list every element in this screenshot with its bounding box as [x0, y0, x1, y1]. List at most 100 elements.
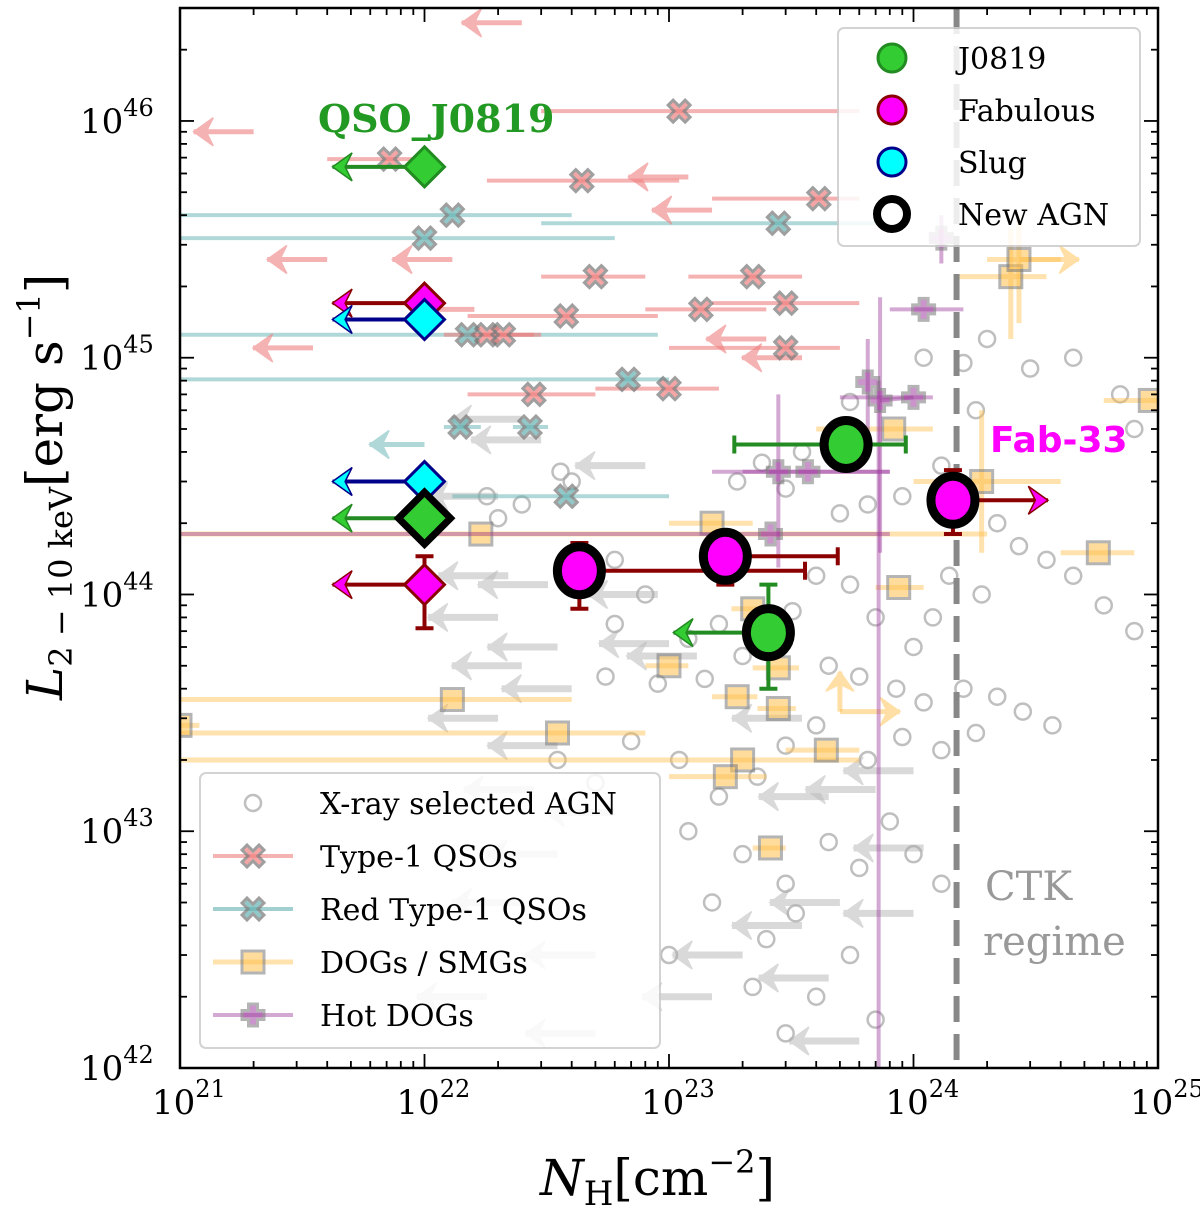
- arrow-head: [331, 503, 353, 533]
- legend-marker-j0819: [876, 42, 908, 74]
- xray-agn-point: [972, 585, 991, 604]
- xray-agn-point: [709, 614, 729, 634]
- xray-agn-point: [904, 637, 923, 657]
- xray-agn-point: [596, 667, 615, 686]
- arrow-head: [331, 304, 353, 335]
- type1-limit-arrow: [460, 8, 522, 38]
- x-tick-label: 1023: [641, 1075, 715, 1123]
- xray-agn-point: [1020, 359, 1040, 378]
- xray-limit-arrow: [426, 602, 499, 633]
- red-type1-point: [614, 366, 642, 393]
- dog-point: [468, 521, 494, 547]
- xray-limit-arrow: [804, 774, 876, 805]
- legend-marker-newagn: [873, 195, 911, 233]
- xray-agn-point: [709, 787, 729, 806]
- type1-point: [520, 381, 547, 408]
- y-tick-label: 1045: [80, 331, 154, 379]
- xray-agn-point: [733, 844, 752, 864]
- annotation-fab-33: Fab-33: [990, 420, 1128, 461]
- legend-label: X-ray selected AGN: [320, 787, 617, 822]
- xray-agn-point: [669, 750, 689, 770]
- xray-agn-point: [850, 858, 869, 878]
- annotation-regime: regime: [983, 919, 1126, 965]
- x-axis-label-text: NH[cm−2]: [539, 1143, 775, 1214]
- dog-point: [1006, 246, 1032, 272]
- x-tick-exponent: 24: [929, 1075, 960, 1103]
- legend-label: Type-1 QSOs: [320, 840, 518, 875]
- xray-limit-arrow: [842, 898, 914, 928]
- arrow-head: [574, 451, 596, 481]
- xray-agn-point: [806, 987, 826, 1006]
- dog-point: [724, 684, 750, 710]
- legend-marker-fabulous: [876, 94, 908, 126]
- xray-limit-arrow: [450, 651, 522, 681]
- xray-agn-point: [1009, 536, 1029, 556]
- xray-agn-point: [932, 456, 951, 475]
- type1-point: [772, 334, 799, 362]
- arrow-head: [842, 898, 864, 928]
- xray-agn-point: [695, 669, 714, 689]
- xray-agn-point: [850, 667, 869, 686]
- hotdog-point: [757, 521, 783, 547]
- circle-marker: [552, 542, 606, 600]
- xray-agn-point: [954, 679, 973, 698]
- y-axis-label: L2 − 10 keV[erg s−1]: [10, 274, 80, 701]
- xray-agn-point: [679, 821, 698, 841]
- dog-point: [813, 737, 839, 763]
- legend-box: [199, 772, 661, 1049]
- arrow-head: [740, 343, 763, 373]
- arrow-head: [879, 697, 902, 727]
- legend-label: Red Type-1 QSOs: [320, 893, 587, 928]
- red-type1-limit-arrow: [368, 429, 425, 460]
- xray-agn-point: [880, 812, 900, 831]
- legend-label: J0819: [955, 42, 1046, 77]
- arrow-head: [331, 152, 353, 182]
- xray-limit-arrow: [787, 1026, 860, 1056]
- y-tick-label: 1042: [80, 1041, 154, 1089]
- xray-limit-arrow: [436, 561, 509, 591]
- type1-limit-arrow: [627, 162, 689, 192]
- dog-limit-arrow: [839, 697, 902, 727]
- arrow-head: [486, 730, 508, 761]
- legends: J0819 Fabulous Slug New AGN X-ray selected A…: [199, 27, 1141, 1049]
- xray-agn-point: [977, 329, 997, 349]
- xray-limit-arrow: [469, 425, 542, 455]
- xray-agn-point: [893, 486, 912, 506]
- arrow-head: [391, 244, 413, 275]
- type1-point: [739, 263, 766, 290]
- hotdog-point: [765, 459, 791, 485]
- type1-limit-arrow: [705, 324, 767, 354]
- dog-point: [656, 653, 682, 679]
- type1-point: [687, 296, 714, 323]
- xray-limit-arrow: [768, 887, 840, 918]
- dog-point: [545, 720, 571, 746]
- arrow-head: [192, 117, 214, 147]
- xray-limit-arrow: [500, 674, 572, 704]
- xray-agn-point: [987, 687, 1007, 706]
- y-tick-label: 1044: [80, 567, 154, 615]
- xray-agn-point: [904, 844, 923, 864]
- xray-agn-point: [806, 566, 826, 585]
- y-tick-exponent: 46: [123, 94, 154, 122]
- xray-limit-arrow: [486, 632, 558, 662]
- type1-limit-arrow: [265, 244, 328, 275]
- arrow-head: [757, 782, 779, 812]
- xray-agn-point: [840, 392, 860, 412]
- arrow-head: [842, 756, 864, 786]
- dog-point: [757, 835, 783, 861]
- x-tick-exponent: 25: [1173, 1075, 1200, 1103]
- arrow-head: [757, 963, 779, 993]
- xray-agn-point: [776, 1024, 795, 1043]
- arrow-head: [730, 910, 753, 941]
- xray-agn-point: [914, 693, 933, 712]
- arrow-head: [705, 324, 727, 354]
- arrow-head: [787, 1026, 810, 1056]
- legend-bottom-left: X-ray selected AGN Type-1 QSOs Red Type-1 …: [199, 772, 661, 1049]
- xray-limit-arrow: [476, 570, 549, 600]
- xray-agn-point: [752, 453, 772, 473]
- dog-point: [712, 764, 738, 790]
- y-tick-label: 1043: [80, 804, 154, 852]
- xray-agn-point: [733, 646, 752, 666]
- xray-agn-point: [1125, 621, 1144, 641]
- arrow-head: [650, 195, 673, 225]
